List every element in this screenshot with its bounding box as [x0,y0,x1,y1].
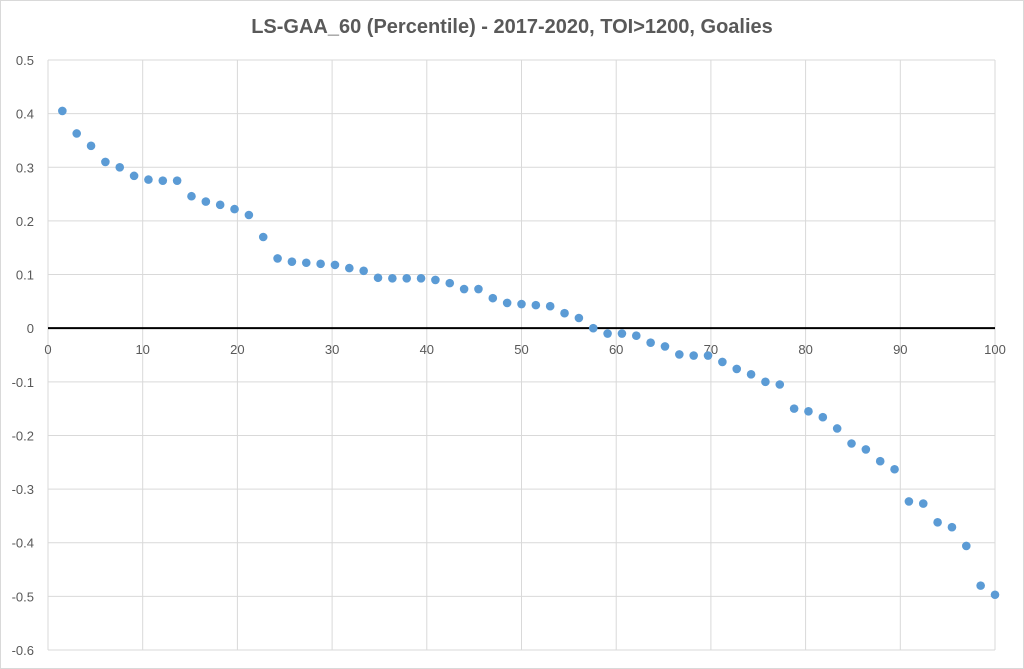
data-point [990,590,1000,600]
data-point [158,176,168,185]
x-tick-label: 20 [230,342,244,357]
data-point [703,351,713,360]
data-point [646,338,655,347]
data-point [431,275,440,285]
data-point [301,258,311,268]
data-point [273,254,282,263]
data-point [517,299,526,309]
y-tick-label: -0.1 [12,375,34,390]
data-point [560,308,569,318]
y-tick-label: -0.5 [12,589,34,604]
x-tick-label: 50 [514,342,528,357]
data-point [330,260,340,270]
data-point [115,162,125,172]
y-tick-label: 0.2 [16,214,34,229]
x-tick-label: 90 [893,342,907,357]
data-point [617,329,627,338]
data-point [287,257,297,266]
data-point [459,284,469,294]
data-point [761,377,770,387]
x-tick-label: 0 [44,342,51,357]
data-point [445,278,455,288]
data-point [847,439,856,448]
data-point [545,301,555,311]
data-point [244,210,254,220]
data-point [129,171,139,181]
x-tick-label: 80 [798,342,812,357]
x-tick-label: 100 [984,342,1006,357]
y-tick-label: -0.2 [12,428,34,443]
data-point [660,342,670,351]
data-point [603,329,612,338]
data-point [574,313,584,323]
y-tick-label: 0.4 [16,107,34,122]
data-point [172,176,182,185]
data-point [976,581,985,590]
data-point [101,157,110,167]
data-point [675,350,684,359]
data-point [832,424,842,433]
data-point [875,456,885,466]
y-tick-label: 0.3 [16,160,34,175]
data-point [86,141,96,151]
data-point [215,200,225,210]
data-point [775,380,785,389]
y-tick-label: 0.5 [16,53,34,68]
data-point [631,331,641,340]
data-point [933,518,942,527]
data-point [588,323,598,333]
data-point [962,541,971,551]
y-tick-label: 0.1 [16,268,34,283]
data-point [502,298,512,308]
x-tick-label: 30 [325,342,339,357]
x-tick-label: 60 [609,342,623,357]
y-tick-label: -0.3 [12,482,34,497]
y-tick-label: -0.6 [12,643,34,658]
y-tick-label: -0.4 [12,536,34,551]
data-point [388,274,397,283]
data-point [316,259,325,269]
data-point [732,364,742,374]
data-point [187,191,196,201]
data-point [947,522,957,532]
data-point [474,284,483,294]
chart-title: LS-GAA_60 (Percentile) - 2017-2020, TOI>… [251,16,773,38]
data-point [230,204,239,214]
data-point [789,404,799,413]
x-tick-label: 40 [420,342,434,357]
data-point [72,129,81,138]
data-point [918,499,928,508]
data-point [416,274,426,283]
data-point [359,266,368,276]
data-point [58,106,67,116]
y-tick-label: 0 [27,321,34,336]
data-point [402,274,412,283]
data-point [818,412,828,422]
x-tick-label: 10 [135,342,149,357]
data-point [531,300,541,310]
data-point [746,370,756,379]
data-point [890,464,899,474]
data-point [373,273,383,283]
data-point [861,445,871,454]
data-point [804,407,813,416]
data-point [345,263,354,273]
data-point [258,232,268,242]
data-point [689,351,698,360]
data-point [201,197,211,206]
data-point [904,497,914,506]
data-point [144,175,153,184]
data-point [718,357,727,367]
data-point [488,293,498,303]
